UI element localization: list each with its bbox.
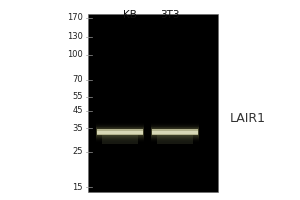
Text: 55: 55 <box>73 92 83 101</box>
Text: 3T3: 3T3 <box>160 10 180 20</box>
Text: 15: 15 <box>73 183 83 192</box>
Text: 70: 70 <box>72 75 83 84</box>
Text: LAIR1: LAIR1 <box>230 112 266 124</box>
Text: 45: 45 <box>73 106 83 115</box>
Text: KB: KB <box>123 10 137 20</box>
Text: 100: 100 <box>67 50 83 59</box>
Text: 25: 25 <box>73 147 83 156</box>
Text: 170: 170 <box>67 13 83 22</box>
Text: 130: 130 <box>67 32 83 41</box>
Text: 35: 35 <box>72 124 83 133</box>
